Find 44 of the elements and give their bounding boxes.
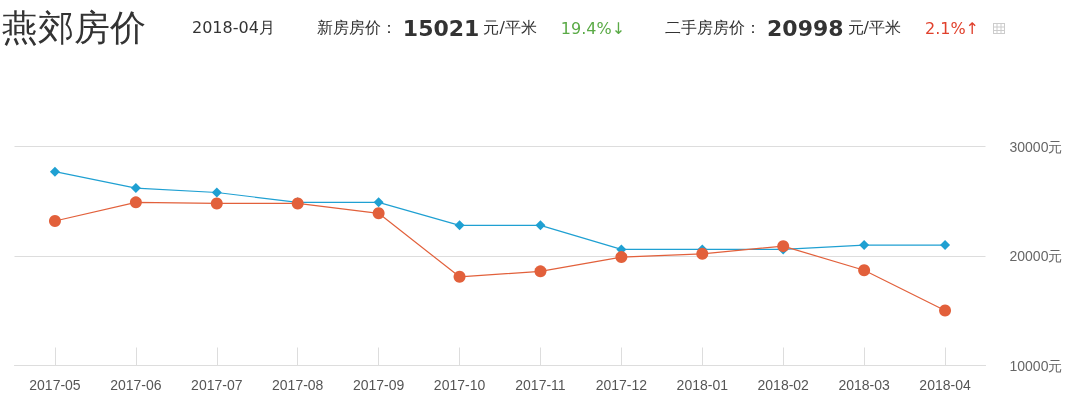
point [859, 240, 870, 251]
point [454, 220, 465, 231]
text: 2.1%↑ [924, 18, 980, 38]
point [534, 265, 547, 278]
text: 2018-04月 [192, 17, 275, 39]
text: 19.4%↓ [560, 18, 626, 38]
chart-title: 燕郊房价 [2, 5, 146, 50]
point [453, 270, 466, 283]
text: 新房房价： [316, 17, 397, 39]
y-tick-label: 30000元 [1009, 138, 1063, 155]
point [129, 196, 142, 209]
point [858, 264, 871, 277]
point [211, 187, 222, 198]
point [940, 240, 951, 251]
point [535, 220, 546, 231]
text: 二手房房价： [665, 17, 762, 39]
text: 元/平米 [483, 17, 537, 39]
point [939, 304, 952, 317]
x-tick-label: 2017-07 [191, 376, 243, 393]
x-tick-label: 2017-05 [29, 376, 81, 393]
x-tick-label: 2017-09 [352, 376, 405, 393]
x-tick-label: 2018-03 [838, 376, 891, 393]
point [615, 251, 628, 264]
text: 20998 [767, 15, 844, 41]
x-tick-label: 2017-08 [272, 376, 324, 393]
x-tick-label: 2017-10 [433, 376, 486, 393]
text: 15021 [402, 15, 480, 41]
text: 元/平米 [847, 17, 901, 39]
point [48, 214, 61, 227]
y-tick-label: 20000元 [1009, 248, 1063, 264]
point [49, 166, 60, 177]
y-tick-label: 10000元 [1009, 357, 1063, 374]
point [372, 207, 385, 220]
point [210, 197, 223, 210]
point [696, 247, 709, 260]
point [130, 183, 141, 194]
x-tick-label: 2017-11 [515, 376, 566, 393]
point [373, 197, 384, 208]
x-tick-label: 2018-04 [919, 376, 971, 393]
x-tick-label: 2018-02 [757, 376, 810, 393]
point [777, 240, 790, 253]
x-tick-label: 2018-01 [676, 376, 729, 393]
x-tick-label: 2017-12 [595, 376, 648, 393]
x-tick-label: 2017-06 [110, 376, 162, 393]
